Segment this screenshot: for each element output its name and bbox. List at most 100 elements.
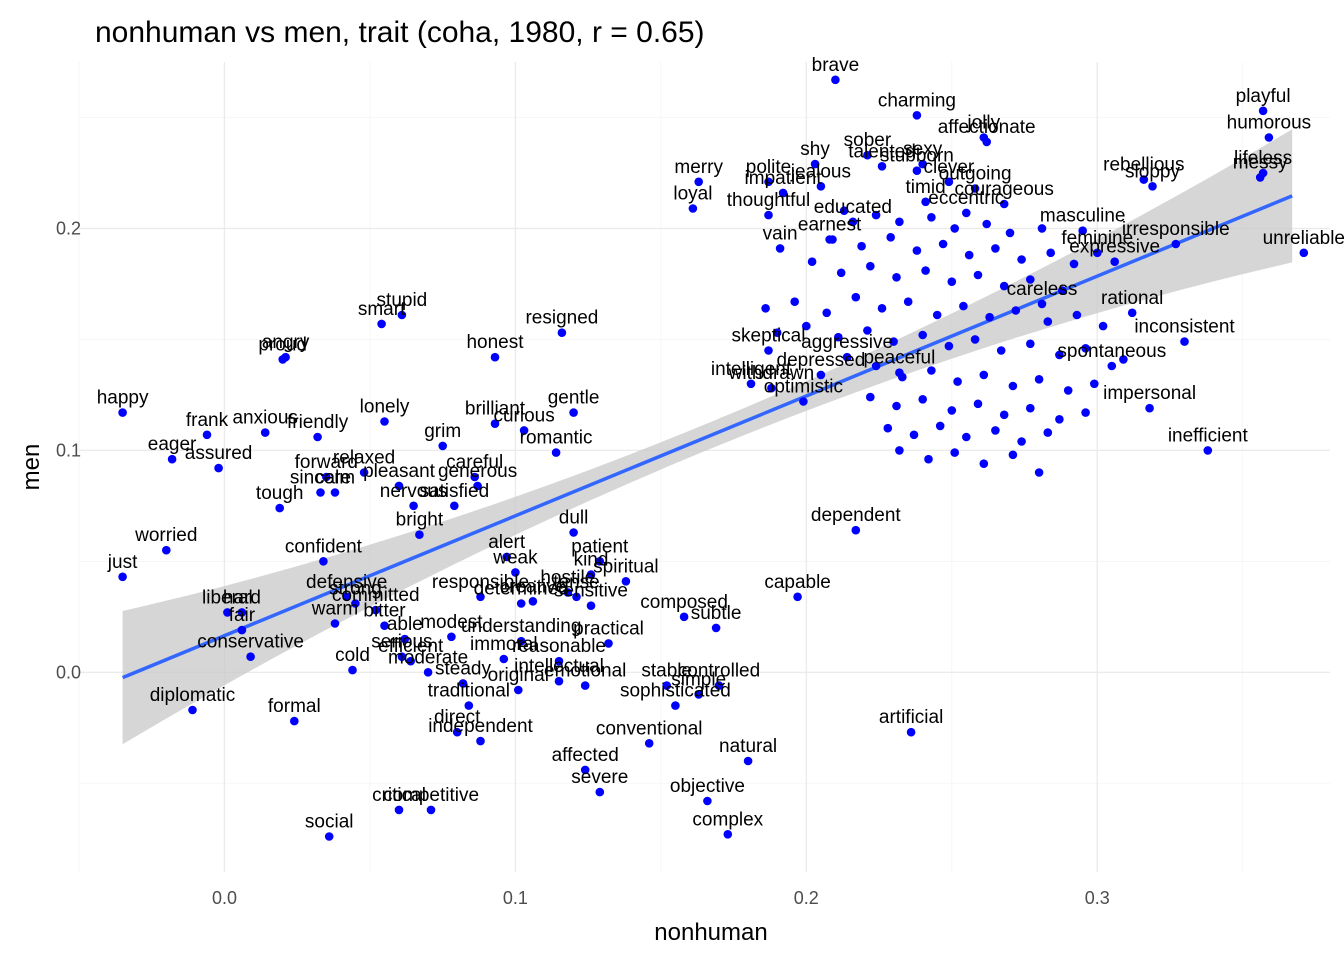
point-label: calm [315, 468, 355, 489]
data-point [377, 319, 386, 329]
data-point [842, 352, 852, 362]
data-point [973, 399, 983, 409]
data-point [746, 379, 756, 389]
point-label: talented [848, 141, 916, 162]
point-label: hostile [540, 567, 595, 588]
point-label: modest [420, 612, 483, 633]
data-point [927, 213, 936, 222]
data-point [999, 199, 1009, 209]
point-label: eager [148, 434, 197, 455]
data-point [743, 756, 753, 766]
data-point [679, 612, 689, 622]
data-point [502, 552, 512, 562]
data-point [1008, 381, 1018, 391]
point-label: responsible [432, 572, 529, 593]
data-point [644, 739, 654, 748]
data-point [857, 241, 866, 251]
point-label: bitter [363, 601, 406, 622]
data-point [962, 208, 971, 218]
point-label: timid [906, 177, 946, 198]
data-point [714, 681, 724, 690]
data-point [790, 297, 799, 307]
data-point [1026, 275, 1035, 284]
data-point [1093, 248, 1102, 258]
data-point [947, 406, 957, 415]
point-label: just [107, 552, 138, 573]
data-point [991, 244, 1000, 253]
point-label: intelligent [711, 359, 792, 380]
point-label: confident [285, 536, 363, 557]
data-point [1034, 468, 1044, 477]
x-axis-title: nonhuman [654, 919, 767, 946]
point-label: stubborn [880, 146, 954, 167]
point-label: thoughtful [727, 190, 810, 211]
point-label: frank [186, 410, 229, 431]
y-tick-label: 0.1 [56, 440, 81, 460]
data-point [950, 224, 959, 233]
point-label: patient [571, 536, 629, 557]
point-label: natural [719, 736, 777, 757]
data-point [903, 297, 913, 307]
point-label: gentle [548, 388, 600, 409]
point-label: rebellious [1103, 155, 1184, 176]
data-point [932, 310, 942, 320]
point-label: independent [428, 716, 533, 737]
point-label: happy [97, 388, 149, 409]
point-label: strong [329, 579, 382, 600]
data-point [999, 281, 1009, 291]
data-point [473, 481, 482, 491]
data-point [400, 634, 410, 644]
point-label: reasonable [512, 636, 606, 657]
data-point [516, 636, 526, 646]
point-label: inefficient [1168, 425, 1249, 446]
data-point [694, 177, 703, 187]
y-axis-ticks: 0.0 0.1 0.2 [56, 218, 81, 682]
point-label: affectionate [938, 117, 1036, 138]
point-label: careful [446, 452, 503, 473]
data-point [397, 310, 407, 320]
point-label: nervous [380, 481, 448, 502]
point-label: brilliant [465, 399, 526, 420]
data-point [214, 463, 223, 473]
point-label: traditional [428, 681, 510, 702]
point-label: friendly [287, 412, 349, 433]
data-point [764, 210, 773, 220]
point-label: unreliable [1263, 228, 1344, 249]
data-point [996, 346, 1006, 355]
data-point [621, 577, 631, 586]
point-label: simple [671, 670, 726, 691]
point-label: sexy [903, 139, 943, 160]
point-label: defensive [306, 572, 387, 593]
point-label: weak [492, 547, 538, 568]
x-tick-label: 0.3 [1085, 888, 1110, 908]
data-point [223, 608, 232, 617]
data-point [595, 787, 605, 797]
point-label: affected [552, 745, 619, 766]
point-label: angry [262, 332, 310, 353]
data-point [519, 426, 529, 435]
data-point [889, 337, 898, 346]
data-point [423, 668, 433, 677]
y-tick-label: 0.0 [56, 662, 81, 682]
point-label: dull [559, 508, 589, 529]
point-label: stupid [377, 290, 428, 311]
point-label: inconsistent [1134, 317, 1235, 338]
point-label: rational [1101, 288, 1163, 309]
point-label: worried [134, 525, 197, 546]
point-label: alert [488, 532, 526, 553]
point-label: capable [764, 572, 831, 593]
point-label: jealous [790, 161, 851, 182]
grid [78, 62, 1330, 872]
data-point [554, 676, 564, 686]
data-point [528, 597, 538, 606]
data-point [1008, 450, 1018, 460]
point-label: outgoing [939, 164, 1012, 185]
data-point [464, 701, 474, 710]
data-point [886, 233, 895, 242]
point-label: liberal [202, 587, 253, 608]
data-point [985, 312, 994, 322]
data-point [918, 395, 927, 404]
data-point [415, 530, 424, 539]
data-point [380, 621, 389, 630]
